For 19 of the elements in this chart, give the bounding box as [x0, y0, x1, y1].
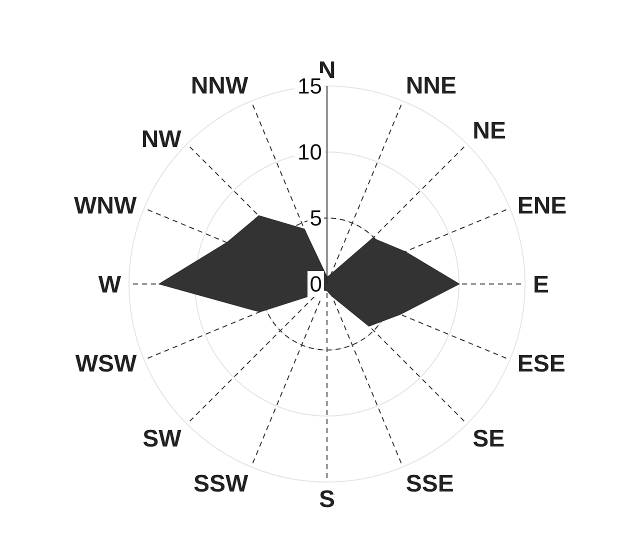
spoke-label: NNW: [190, 72, 249, 100]
spoke-label: S: [318, 486, 336, 514]
y-tick-label: 0: [310, 272, 322, 296]
spoke-label: NE: [472, 117, 506, 144]
spoke-label: NW: [141, 126, 182, 153]
spoke-label: SW: [142, 426, 182, 453]
y-tick-label: 5: [310, 206, 322, 230]
spoke-label: W: [98, 272, 122, 299]
spoke-label: SSE: [406, 470, 454, 498]
spoke-label: ENE: [517, 192, 567, 220]
spoke-label: WSW: [75, 350, 138, 378]
y-tick-label: 10: [298, 140, 322, 164]
spoke-label: SE: [472, 426, 505, 453]
y-tick-label: 15: [298, 74, 322, 98]
spoke-label: WNW: [74, 192, 138, 220]
spoke-label: SSW: [193, 470, 249, 498]
spoke-label: NNE: [406, 72, 457, 100]
spoke-label: E: [533, 272, 550, 299]
spoke-label: ESE: [517, 350, 566, 378]
